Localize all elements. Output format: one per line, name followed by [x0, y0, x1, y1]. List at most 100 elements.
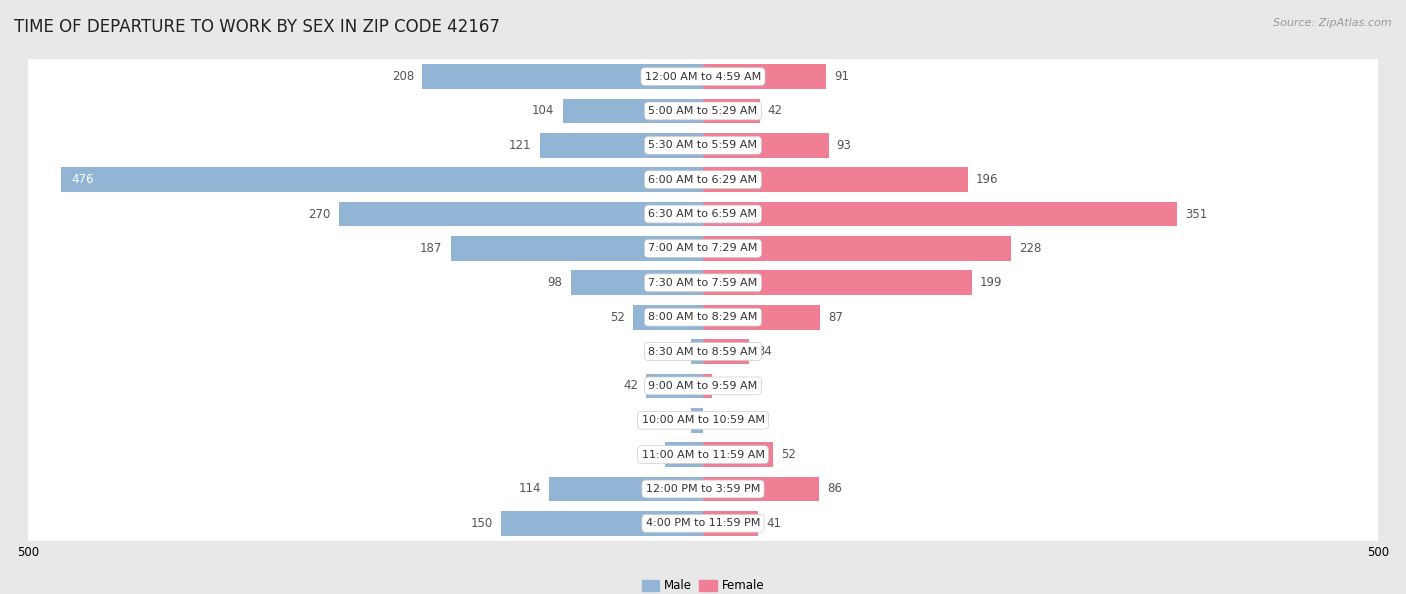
FancyBboxPatch shape [28, 197, 1378, 231]
FancyBboxPatch shape [28, 437, 1378, 472]
Bar [703, 236, 1011, 261]
FancyBboxPatch shape [27, 267, 1379, 505]
Text: 12:00 AM to 4:59 AM: 12:00 AM to 4:59 AM [645, 72, 761, 81]
FancyBboxPatch shape [28, 266, 1378, 300]
Bar [540, 133, 703, 157]
Text: 42: 42 [623, 380, 638, 393]
FancyBboxPatch shape [28, 506, 1378, 541]
Text: 6:30 AM to 6:59 AM: 6:30 AM to 6:59 AM [648, 209, 758, 219]
Text: 41: 41 [766, 517, 782, 530]
FancyBboxPatch shape [28, 163, 1378, 197]
FancyBboxPatch shape [27, 336, 1379, 574]
Bar [690, 339, 703, 364]
FancyBboxPatch shape [27, 405, 1379, 594]
Text: 196: 196 [976, 173, 998, 186]
Text: 8:00 AM to 8:29 AM: 8:00 AM to 8:29 AM [648, 312, 758, 322]
Bar [703, 168, 967, 192]
Text: 9:00 AM to 9:59 AM: 9:00 AM to 9:59 AM [648, 381, 758, 391]
Text: 86: 86 [827, 482, 842, 495]
FancyBboxPatch shape [27, 0, 1379, 230]
FancyBboxPatch shape [27, 129, 1379, 367]
Text: TIME OF DEPARTURE TO WORK BY SEX IN ZIP CODE 42167: TIME OF DEPARTURE TO WORK BY SEX IN ZIP … [14, 18, 501, 36]
Text: 270: 270 [308, 207, 330, 220]
Text: 5:30 AM to 5:59 AM: 5:30 AM to 5:59 AM [648, 140, 758, 150]
FancyBboxPatch shape [27, 198, 1379, 436]
FancyBboxPatch shape [27, 95, 1379, 333]
Text: 34: 34 [756, 345, 772, 358]
Text: 121: 121 [509, 139, 531, 152]
FancyBboxPatch shape [28, 300, 1378, 334]
Bar [703, 443, 773, 467]
FancyBboxPatch shape [27, 301, 1379, 539]
FancyBboxPatch shape [28, 94, 1378, 128]
Text: 42: 42 [768, 105, 783, 118]
Bar [422, 64, 703, 89]
FancyBboxPatch shape [27, 233, 1379, 470]
FancyBboxPatch shape [28, 128, 1378, 163]
FancyBboxPatch shape [28, 59, 1378, 94]
FancyBboxPatch shape [28, 472, 1378, 506]
Text: 199: 199 [980, 276, 1002, 289]
FancyBboxPatch shape [27, 61, 1379, 299]
Bar [562, 99, 703, 124]
Bar [703, 202, 1177, 226]
Bar [665, 443, 703, 467]
Text: 351: 351 [1185, 207, 1208, 220]
Text: 0: 0 [711, 414, 718, 426]
Text: 114: 114 [519, 482, 541, 495]
Bar [633, 305, 703, 330]
Text: 7: 7 [720, 380, 728, 393]
Text: 9: 9 [675, 345, 683, 358]
Bar [339, 202, 703, 226]
FancyBboxPatch shape [28, 403, 1378, 437]
Bar [703, 64, 825, 89]
Text: 187: 187 [420, 242, 443, 255]
Text: 93: 93 [837, 139, 852, 152]
Text: 208: 208 [392, 70, 415, 83]
FancyBboxPatch shape [27, 370, 1379, 594]
Text: 4:00 PM to 11:59 PM: 4:00 PM to 11:59 PM [645, 519, 761, 528]
Text: 150: 150 [470, 517, 492, 530]
Text: 52: 52 [610, 311, 624, 324]
Bar [703, 270, 972, 295]
Text: Source: ZipAtlas.com: Source: ZipAtlas.com [1274, 18, 1392, 28]
Bar [703, 339, 749, 364]
FancyBboxPatch shape [27, 26, 1379, 264]
FancyBboxPatch shape [28, 334, 1378, 369]
Bar [703, 133, 828, 157]
Text: 87: 87 [828, 311, 844, 324]
Bar [571, 270, 703, 295]
FancyBboxPatch shape [28, 231, 1378, 266]
Bar [501, 511, 703, 536]
Bar [703, 99, 759, 124]
Text: 98: 98 [548, 276, 562, 289]
Legend: Male, Female: Male, Female [637, 575, 769, 594]
Bar [703, 305, 821, 330]
Bar [550, 476, 703, 501]
Text: 6:00 AM to 6:29 AM: 6:00 AM to 6:29 AM [648, 175, 758, 185]
Text: 12:00 PM to 3:59 PM: 12:00 PM to 3:59 PM [645, 484, 761, 494]
Text: 28: 28 [643, 448, 657, 461]
Text: 11:00 AM to 11:59 AM: 11:00 AM to 11:59 AM [641, 450, 765, 460]
Text: 104: 104 [531, 105, 554, 118]
Bar [60, 168, 703, 192]
FancyBboxPatch shape [27, 0, 1379, 195]
Text: 52: 52 [782, 448, 796, 461]
Text: 228: 228 [1019, 242, 1042, 255]
Text: 8:30 AM to 8:59 AM: 8:30 AM to 8:59 AM [648, 346, 758, 356]
Bar [690, 408, 703, 432]
Text: 91: 91 [834, 70, 849, 83]
Text: 5:00 AM to 5:29 AM: 5:00 AM to 5:29 AM [648, 106, 758, 116]
Text: 9: 9 [675, 414, 683, 426]
Text: 7:00 AM to 7:29 AM: 7:00 AM to 7:29 AM [648, 244, 758, 254]
FancyBboxPatch shape [28, 369, 1378, 403]
FancyBboxPatch shape [27, 164, 1379, 402]
Text: 476: 476 [72, 173, 94, 186]
Bar [450, 236, 703, 261]
Bar [703, 374, 713, 398]
Bar [703, 511, 758, 536]
Text: 7:30 AM to 7:59 AM: 7:30 AM to 7:59 AM [648, 278, 758, 287]
Text: 10:00 AM to 10:59 AM: 10:00 AM to 10:59 AM [641, 415, 765, 425]
Bar [703, 476, 820, 501]
Bar [647, 374, 703, 398]
